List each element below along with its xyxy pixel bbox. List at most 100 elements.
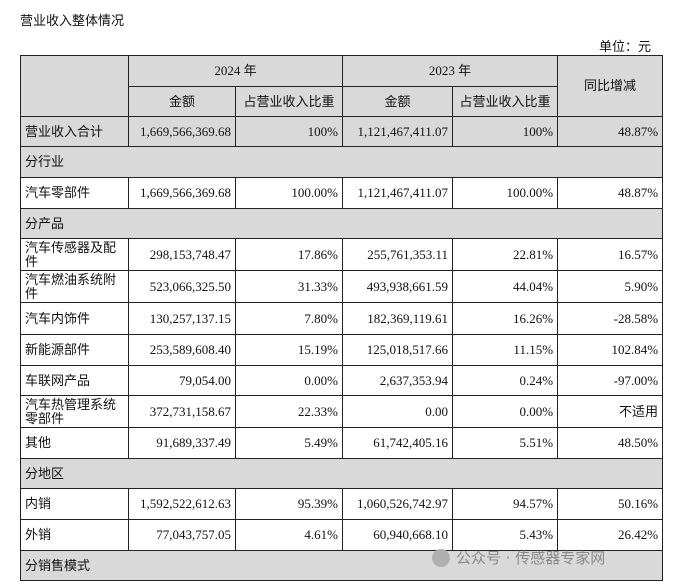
header-row: 金额 占营业收入比重 金额 占营业收入比重 <box>21 86 663 117</box>
watermark: 公众号 · 传感器专家网 <box>432 547 605 568</box>
cell: 7.80% <box>234 302 344 335</box>
cell: 100% <box>234 116 344 147</box>
row-label: 新能源部件 <box>20 334 129 366</box>
cell: 1,669,566,369.68 <box>128 116 236 147</box>
cell: 22.33% <box>234 395 344 428</box>
cell: 94.57% <box>452 488 559 520</box>
sub-header: 金额 <box>128 86 236 117</box>
row-label: 汽车内饰件 <box>20 302 129 335</box>
cell: 91,689,337.49 <box>128 427 236 459</box>
revenue-table: 2024 年 2023 年同比增减 金额 占营业收入比重 金额 占营业收入比重 营业收入合计… <box>19 55 664 581</box>
data-row: 汽车燃油系统附件 523,066,325.50 31.33% 493,938,661.… <box>20 270 664 303</box>
cell: 48.50% <box>557 427 664 459</box>
cell: 79,054.00 <box>128 365 236 396</box>
cell: 125,018,517.66 <box>342 334 454 366</box>
cell: 31.33% <box>234 270 344 303</box>
row-label: 内销 <box>20 488 129 520</box>
row-label: 汽车传感器及配件 <box>20 238 129 271</box>
cell: 22.81% <box>452 238 559 271</box>
cell: 1,121,467,411.07 <box>342 177 454 209</box>
cell: 523,066,325.50 <box>128 270 236 303</box>
row-label: 汽车热管理系统零部件 <box>20 395 129 428</box>
cell: 102.84% <box>557 334 664 366</box>
cell: 26.42% <box>557 519 664 551</box>
watermark-icon <box>432 548 450 567</box>
cell: 17.86% <box>234 238 344 271</box>
cell: 0.00 <box>342 395 454 428</box>
row-label: 营业收入合计 <box>20 116 129 147</box>
cell: 298,153,748.47 <box>128 238 236 271</box>
cell: 0.24% <box>452 365 559 396</box>
cell: 255,761,353.11 <box>342 238 454 271</box>
cell: 1,121,467,411.07 <box>342 116 454 147</box>
data-row: 其他 91,689,337.49 5.49% 61,742,405.16 5.51% 48… <box>20 427 664 459</box>
data-row: 汽车零部件 1,669,566,369.68 100.00% 1,121,467,41… <box>20 177 664 209</box>
cell: 48.87% <box>557 116 664 147</box>
cell: 100.00% <box>452 177 559 209</box>
cell: 95.39% <box>234 488 344 520</box>
cell: 1,060,526,742.97 <box>342 488 454 520</box>
cell: -97.00% <box>557 365 664 396</box>
row-label: 分行业 <box>19 146 664 178</box>
cell: 253,589,608.40 <box>128 334 236 366</box>
section-row: 分销售模式 <box>19 550 664 581</box>
title: 营业收入整体情况 <box>20 13 125 28</box>
cell: 0.00% <box>452 395 559 428</box>
cell: 1,592,522,612.63 <box>128 488 236 520</box>
row-label: 分地区 <box>19 458 664 489</box>
cell: -28.58% <box>557 302 664 335</box>
sub-header: 占营业收入比重 <box>234 86 344 117</box>
cell: 44.04% <box>452 270 559 303</box>
sub-header: 占营业收入比重 <box>452 86 559 117</box>
cell: 0.00% <box>234 365 344 396</box>
data-row: 汽车热管理系统零部件 372,731,158.67 22.33% 0.00 0.00% 不… <box>20 395 664 428</box>
row-label: 分销售模式 <box>19 550 664 581</box>
unit: 单位：元 <box>598 39 651 54</box>
cell: 100.00% <box>234 177 344 209</box>
section-row: 分产品 <box>19 208 664 239</box>
cell: 1,669,566,369.68 <box>128 177 236 209</box>
cell: 77,043,757.05 <box>128 519 236 551</box>
cell: 16.26% <box>452 302 559 335</box>
cell: 60,940,668.10 <box>342 519 454 551</box>
data-row: 营业收入合计 1,669,566,369.68 100% 1,121,467,411.… <box>20 116 664 147</box>
cell: 5.51% <box>452 427 559 459</box>
cell: 5.49% <box>234 427 344 459</box>
cell: 2,637,353.94 <box>342 365 454 396</box>
cell: 182,369,119.61 <box>342 302 454 335</box>
row-label: 其他 <box>20 427 129 459</box>
cell: 100% <box>452 116 559 147</box>
change-header: 同比增减 <box>557 55 664 117</box>
data-row: 汽车传感器及配件 298,153,748.47 17.86% 255,761,353.… <box>20 238 664 271</box>
cell: 不适用 <box>557 395 664 428</box>
cell: 48.87% <box>557 177 664 209</box>
cell: 5.43% <box>452 519 559 551</box>
year-header: 2023 年 <box>342 55 559 87</box>
cell: 11.15% <box>452 334 559 366</box>
section-row: 分行业 <box>19 146 664 178</box>
header-row: 2024 年 2023 年同比增减 <box>20 55 664 117</box>
cell: 5.90% <box>557 270 664 303</box>
data-row: 外销 77,043,757.05 4.61% 60,940,668.10 5.43% 26… <box>20 519 664 551</box>
cell: 130,257,137.15 <box>128 302 236 335</box>
row-label: 分产品 <box>19 208 664 239</box>
cell: 4.61% <box>234 519 344 551</box>
sub-header: 金额 <box>342 86 454 117</box>
year-header: 2024 年 <box>127 55 344 87</box>
data-row: 新能源部件 253,589,608.40 15.19% 125,018,517.66 1… <box>20 334 664 366</box>
row-label: 汽车零部件 <box>20 177 129 209</box>
data-row: 内销 1,592,522,612.63 95.39% 1,060,526,742.97… <box>20 488 664 520</box>
cell: 50.16% <box>557 488 664 520</box>
cell: 61,742,405.16 <box>342 427 454 459</box>
section-row: 分地区 <box>19 458 664 489</box>
data-row: 汽车内饰件 130,257,137.15 7.80% 182,369,119.61 16… <box>20 302 664 335</box>
data-row: 车联网产品 79,054.00 0.00% 2,637,353.94 0.24% -97.… <box>20 365 664 396</box>
cell: 15.19% <box>234 334 344 366</box>
row-label: 车联网产品 <box>20 365 129 396</box>
cell: 372,731,158.67 <box>128 395 236 428</box>
watermark-text: 公众号 · 传感器专家网 <box>456 549 606 567</box>
cell: 16.57% <box>557 238 664 271</box>
header-cell <box>20 55 129 117</box>
cell: 493,938,661.59 <box>342 270 454 303</box>
